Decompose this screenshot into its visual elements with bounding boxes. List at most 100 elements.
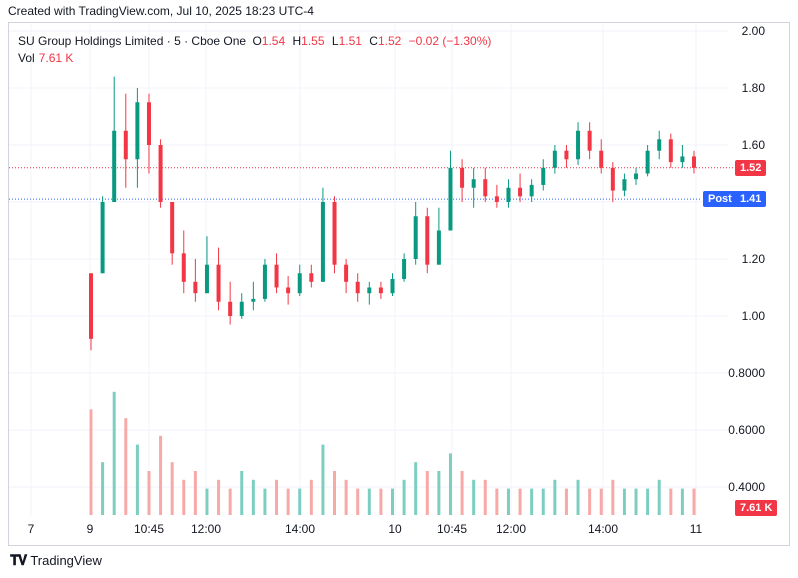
x-tick-label: 10:45 — [134, 522, 164, 536]
candle-body — [193, 281, 198, 294]
symbol-name[interactable]: SU Group Holdings Limited · 5 · Cboe One — [18, 34, 247, 48]
candle-body — [89, 273, 93, 339]
volume-label: Vol — [18, 51, 35, 65]
volume-bar — [379, 488, 383, 515]
x-tick-label: 11 — [690, 522, 703, 536]
volume-bar — [576, 479, 580, 515]
candle-body — [599, 150, 604, 168]
high-label: H — [292, 34, 302, 48]
y-tick-label: 0.8000 — [728, 366, 765, 380]
candle-body — [692, 156, 696, 168]
candle-body — [112, 130, 117, 202]
candle-body — [587, 130, 592, 151]
candle-body — [216, 264, 221, 302]
candle-body — [413, 216, 418, 259]
open-label: O — [252, 34, 262, 48]
candle-body — [228, 301, 233, 316]
candle-body — [529, 184, 534, 197]
post-label-tag: Post — [703, 191, 737, 207]
x-tick-label: 14:00 — [285, 522, 315, 536]
candle-body — [564, 150, 569, 160]
candle-body — [320, 202, 325, 282]
volume-bar — [182, 479, 186, 515]
volume-bar — [309, 479, 313, 515]
volume-bar — [333, 471, 337, 515]
volume-bar — [124, 418, 128, 515]
volume-bar — [193, 471, 197, 515]
created-with-caption: Created with TradingView.com, Jul 10, 20… — [8, 4, 314, 18]
volume-bar — [402, 479, 406, 515]
candle-body — [135, 102, 140, 160]
volume-bar — [437, 471, 441, 515]
candle-body — [576, 130, 581, 160]
candle-body — [146, 102, 151, 145]
y-tick-label: 2.00 — [742, 24, 766, 38]
volume-bar — [391, 488, 394, 515]
volume-bar — [263, 488, 267, 515]
candle-body — [506, 187, 511, 202]
volume-bar — [646, 488, 650, 515]
candle-body — [355, 281, 360, 294]
candle-body — [262, 264, 267, 299]
volume-bar — [541, 488, 545, 515]
y-tick-label: 0.4000 — [728, 480, 765, 494]
close-value: 1.52 — [377, 34, 402, 48]
candle-body — [181, 253, 186, 282]
volume-bar — [553, 479, 557, 515]
volume-bar — [159, 435, 163, 515]
y-tick-label: 0.6000 — [728, 423, 765, 437]
candle-body — [309, 273, 314, 282]
volume-bar — [483, 479, 487, 515]
volume-bar — [205, 488, 209, 515]
candle-body — [680, 156, 685, 163]
volume-value: 7.61 K — [38, 51, 74, 65]
candle-body — [436, 230, 441, 265]
candle-body — [622, 179, 627, 191]
x-tick-label: 12:00 — [191, 522, 221, 536]
volume-bar — [275, 479, 279, 515]
low-value: 1.51 — [338, 34, 362, 48]
volume-bar — [228, 488, 232, 515]
candle-body — [390, 278, 395, 294]
volume-bar — [101, 462, 105, 515]
volume-bar — [112, 391, 116, 515]
candle-body — [378, 287, 383, 294]
candle-body — [448, 167, 453, 231]
volume-bar — [147, 471, 151, 515]
y-tick-label: 1.60 — [742, 138, 766, 152]
candle-body — [158, 145, 163, 202]
candle-body — [541, 167, 546, 185]
volume-bar — [657, 479, 661, 515]
volume-bar — [414, 462, 418, 515]
candle-body — [239, 301, 244, 316]
post-price-tag: 1.41 — [735, 191, 767, 207]
volume-bar — [564, 488, 568, 515]
volume-bar — [217, 479, 221, 515]
candle-body — [402, 259, 407, 279]
candle-body — [297, 273, 302, 294]
x-tick-label: 12:00 — [496, 522, 526, 536]
candle-body — [657, 139, 662, 151]
candle-body — [100, 202, 105, 274]
symbol-legend: SU Group Holdings Limited · 5 · Cboe One… — [18, 33, 495, 50]
volume-bar — [170, 462, 174, 515]
candle-body — [204, 264, 209, 294]
tradingview-footer[interactable]: 𝐓𝐕 TradingView — [10, 552, 102, 569]
candle-body — [668, 139, 673, 163]
volume-bar — [622, 488, 626, 515]
volume-bar — [460, 471, 464, 515]
volume-bar — [286, 488, 290, 515]
volume-bar — [344, 479, 348, 515]
candle-body — [460, 167, 465, 188]
tradingview-brand: TradingView — [30, 553, 102, 568]
volume-bar — [634, 488, 638, 515]
low-label: L — [331, 34, 339, 48]
volume-bar — [599, 488, 603, 515]
candle-body — [425, 216, 430, 265]
volume-bar — [518, 488, 522, 515]
candle-body — [634, 173, 639, 180]
volume-bar — [680, 488, 684, 515]
candle-body — [332, 202, 337, 265]
candle-body — [367, 287, 372, 294]
